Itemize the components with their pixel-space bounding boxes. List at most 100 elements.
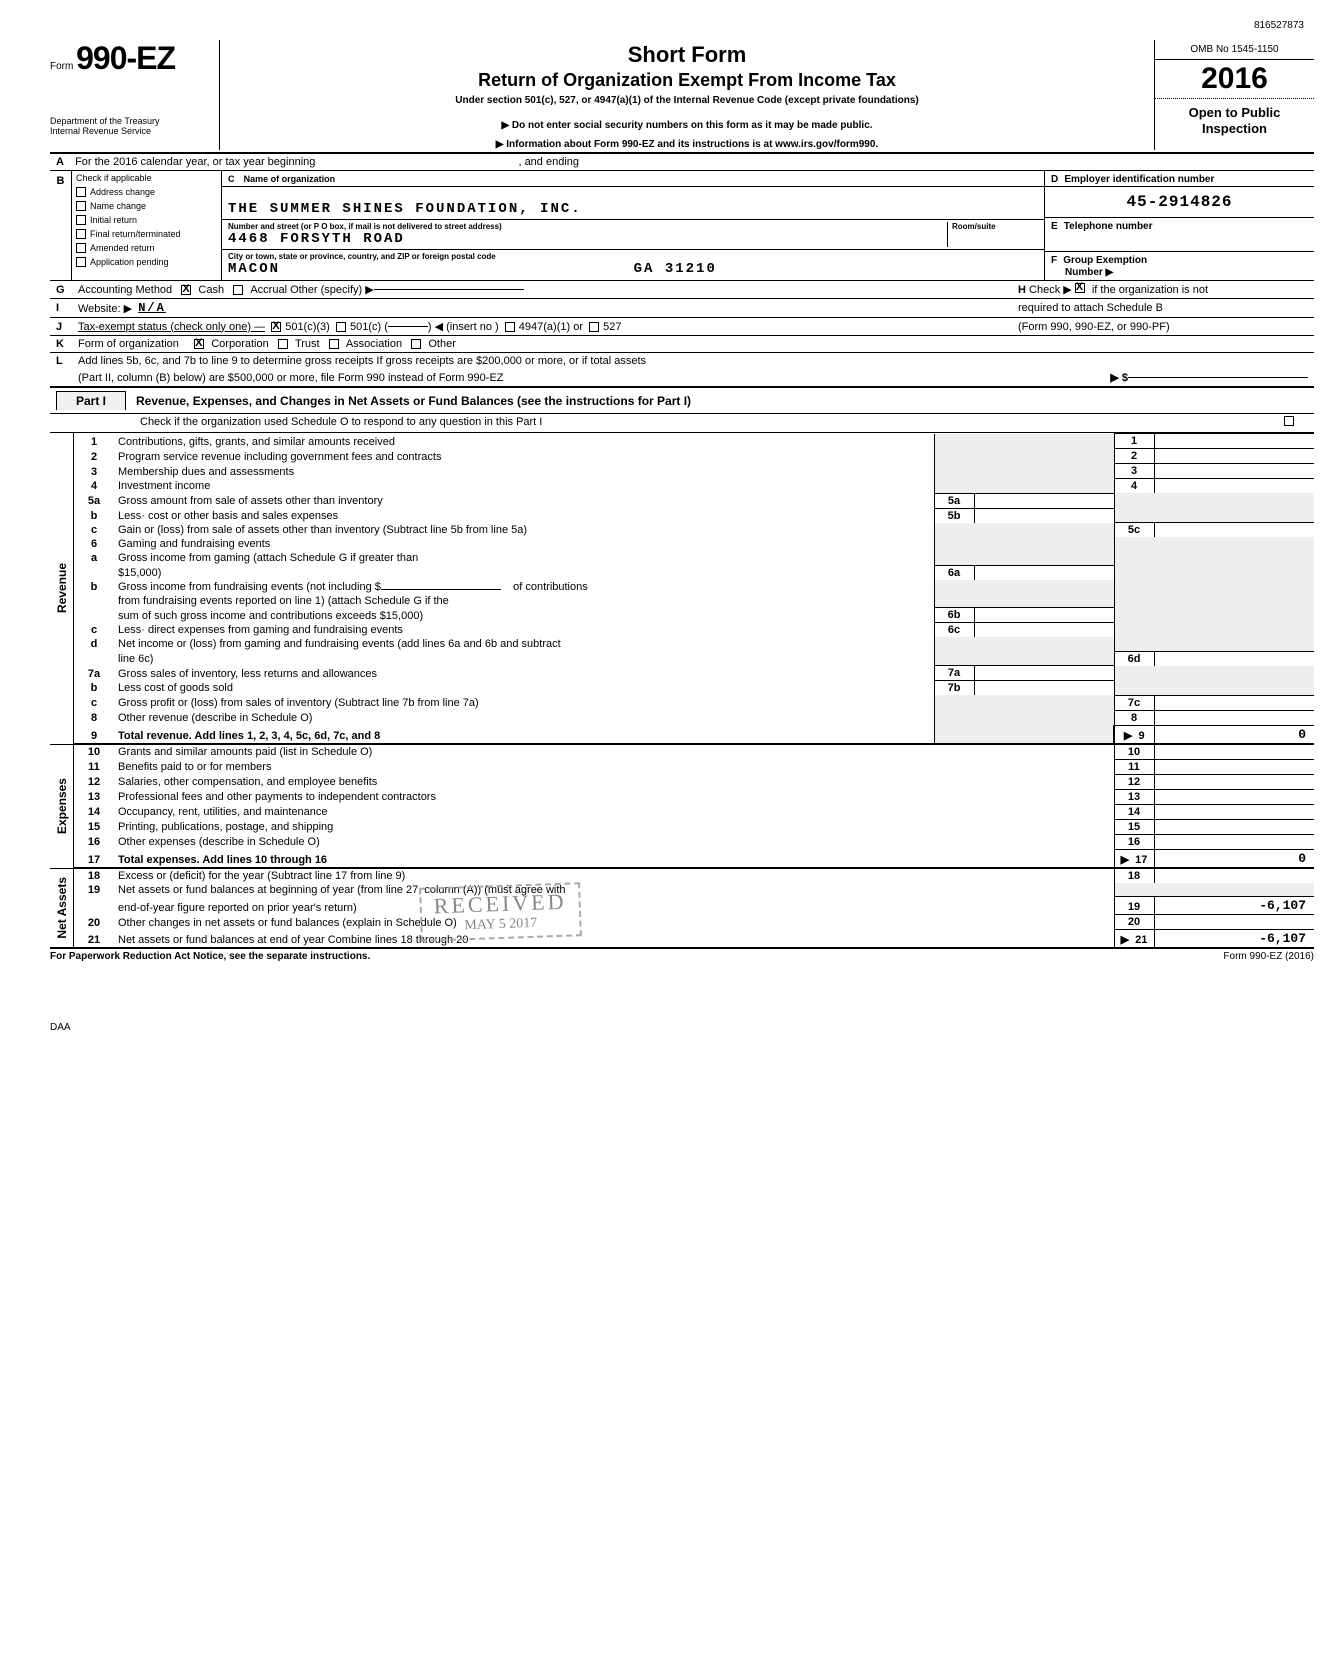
- ein-val: 45-2914826: [1051, 189, 1308, 215]
- chk-pending[interactable]: Application pending: [72, 255, 221, 269]
- side-expenses: Expenses: [50, 745, 74, 868]
- form-header: Form 990-EZ Department of the Treasury I…: [50, 40, 1314, 154]
- chk-501c3[interactable]: [271, 322, 281, 332]
- h-block: H Check ▶ if the organization is not: [1018, 283, 1308, 296]
- d-hdr: D Employer identification number: [1045, 171, 1314, 187]
- chk-accrual[interactable]: [233, 285, 243, 295]
- addr-lbl: Number and street (or P O box, if mail i…: [228, 222, 947, 231]
- title-box: Short Form Return of Organization Exempt…: [220, 40, 1154, 150]
- daa-mark: DAA: [50, 1022, 1314, 1033]
- entity-block: B Check if applicable Address change Nam…: [50, 171, 1314, 281]
- ein-row: 45-2914826: [1045, 187, 1314, 218]
- row-l1: L Add lines 5b, 6c, and 7b to line 9 to …: [50, 353, 1314, 369]
- row-j: J Tax-exempt status (check only one) — 5…: [50, 318, 1314, 336]
- form-page: 816527873 Form 990-EZ Department of the …: [50, 40, 1314, 1033]
- lbl-d: D: [1051, 174, 1058, 185]
- expenses-section: Expenses 10Grants and similar amounts pa…: [50, 745, 1314, 869]
- form-number: Form 990-EZ: [50, 40, 213, 77]
- chk-initial[interactable]: Initial return: [72, 213, 221, 227]
- form-prefix: Form: [50, 61, 73, 72]
- part1-title: Revenue, Expenses, and Changes in Net As…: [136, 394, 691, 408]
- other-method[interactable]: [374, 289, 524, 290]
- c-col: C Name of organization THE SUMMER SHINES…: [222, 171, 1044, 280]
- addr-val: 4468 FORSYTH ROAD: [228, 231, 947, 247]
- chk-527[interactable]: [589, 322, 599, 332]
- side-netassets: Net Assets: [50, 869, 74, 948]
- lbl-a: A: [56, 156, 72, 168]
- tax-status-lbl: Tax-exempt status (check only one) —: [78, 321, 265, 333]
- org-name-row: THE SUMMER SHINES FOUNDATION, INC.: [222, 187, 1044, 220]
- website-lbl: Website: ▶: [78, 302, 132, 315]
- website-val: N/A: [138, 301, 166, 315]
- row-a-mid: , and ending: [518, 156, 579, 168]
- c-hdr: C Name of organization: [222, 171, 1044, 187]
- city-row: City or town, state or province, country…: [222, 250, 1044, 279]
- dept2: Internal Revenue Service: [50, 127, 213, 137]
- netassets-section: Net Assets 18Excess or (deficit) for the…: [50, 869, 1314, 950]
- part1-lbl: Part I: [56, 391, 126, 410]
- chk-name[interactable]: Name change: [72, 199, 221, 213]
- check-col: Check if applicable Address change Name …: [72, 171, 222, 280]
- e-row: E Telephone number: [1045, 218, 1314, 252]
- city-lbl: City or town, state or province, country…: [228, 252, 1038, 261]
- dept-treasury: Department of the Treasury Internal Reve…: [50, 117, 213, 137]
- part1-header: Part I Revenue, Expenses, and Changes in…: [50, 387, 1314, 414]
- row-l2: (Part II, column (B) below) are $500,000…: [50, 369, 1314, 387]
- omb-box: OMB No 1545-1150 2016 Open to Public Ins…: [1154, 40, 1314, 150]
- tel-lbl: Telephone number: [1064, 221, 1153, 232]
- chk-other[interactable]: [411, 339, 421, 349]
- chk-amended[interactable]: Amended return: [72, 241, 221, 255]
- tax-year: 2016: [1155, 60, 1314, 99]
- group-lbl: Group Exemption: [1063, 255, 1147, 266]
- acct-method: Accounting Method: [78, 284, 172, 296]
- title2: Return of Organization Exempt From Incom…: [230, 70, 1144, 91]
- chk-address[interactable]: Address change: [72, 185, 221, 199]
- chk-corp[interactable]: [194, 339, 204, 349]
- ein-lbl: Employer identification number: [1064, 174, 1214, 185]
- org-name: THE SUMMER SHINES FOUNDATION, INC.: [228, 201, 582, 217]
- open-public: Open to Public Inspection: [1155, 99, 1314, 142]
- room-lbl: Room/suite: [952, 222, 1038, 231]
- city-val: MACON GA 31210: [228, 261, 1038, 277]
- form-footer: Form 990-EZ (2016): [1223, 951, 1314, 962]
- chk-schedo-p1[interactable]: [1284, 416, 1294, 426]
- chk-cash[interactable]: [181, 285, 191, 295]
- lbl-k: K: [56, 338, 78, 350]
- chk-assoc[interactable]: [329, 339, 339, 349]
- chk-final[interactable]: Final return/terminated: [72, 227, 221, 241]
- title5: ▶ Information about Form 990-EZ and its …: [230, 139, 1144, 150]
- row-a: A For the 2016 calendar year, or tax yea…: [50, 154, 1314, 171]
- l-arrow: ▶ $: [1110, 371, 1128, 384]
- lbl-e: E: [1051, 221, 1058, 232]
- l-txt1: Add lines 5b, 6c, and 7b to line 9 to de…: [78, 355, 646, 367]
- paperwork-notice: For Paperwork Reduction Act Notice, see …: [50, 951, 370, 962]
- lbl-l: L: [56, 355, 78, 367]
- form-id-box: Form 990-EZ Department of the Treasury I…: [50, 40, 220, 150]
- chk-trust[interactable]: [278, 339, 288, 349]
- part1-sub: Check if the organization used Schedule …: [140, 416, 1284, 430]
- row-i: I Website: ▶ N/A required to attach Sche…: [50, 299, 1314, 318]
- side-revenue: Revenue: [50, 433, 74, 744]
- revenue-section: Revenue 1Contributions, gifts, grants, a…: [50, 433, 1314, 745]
- check-hdr: Check if applicable: [72, 171, 221, 185]
- chk-4947[interactable]: [505, 322, 515, 332]
- title4: ▶ Do not enter social security numbers o…: [230, 120, 1144, 131]
- netassets-table: 18Excess or (deficit) for the year (Subt…: [74, 869, 1314, 948]
- h-line3: (Form 990, 990-EZ, or 990-PF): [1018, 321, 1308, 333]
- h-line2: required to attach Schedule B: [1018, 302, 1308, 314]
- d-col: D Employer identification number 45-2914…: [1044, 171, 1314, 280]
- form-org-lbl: Form of organization: [78, 338, 179, 350]
- row-k: K Form of organization Corporation Trust…: [50, 336, 1314, 353]
- c-name-lbl: Name of organization: [244, 174, 336, 184]
- lbl-j: J: [56, 321, 78, 333]
- title3: Under section 501(c), 527, or 4947(a)(1)…: [230, 95, 1144, 106]
- form-no: 990-EZ: [76, 40, 175, 76]
- lbl-i: I: [56, 302, 78, 314]
- gross-receipts[interactable]: [1128, 377, 1308, 378]
- addr-row: Number and street (or P O box, if mail i…: [222, 220, 1044, 250]
- lbl-g: G: [56, 284, 78, 296]
- chk-501c[interactable]: [336, 322, 346, 332]
- chk-no-schedb[interactable]: [1075, 283, 1085, 293]
- row-g: G Accounting Method Cash Accrual Other (…: [50, 281, 1314, 299]
- lbl-f: F: [1051, 255, 1057, 266]
